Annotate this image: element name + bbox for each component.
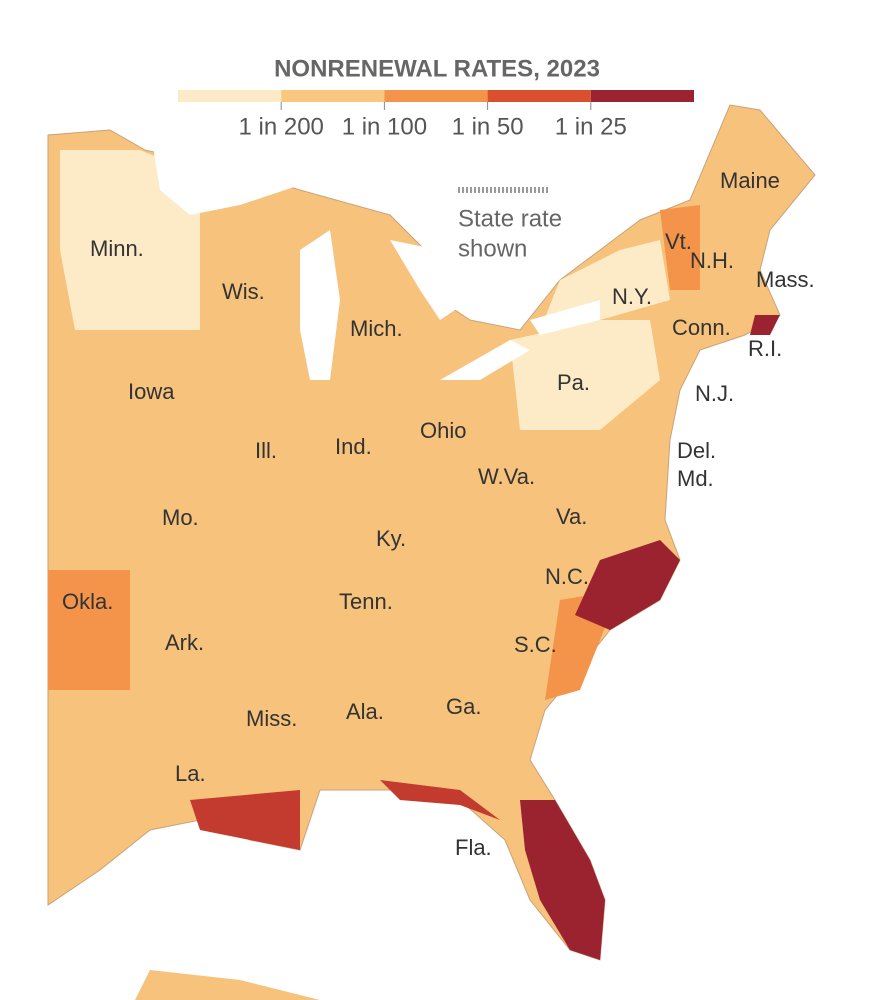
state-label: N.C. — [545, 564, 589, 589]
state-label: Miss. — [246, 706, 297, 731]
state-label: Wis. — [222, 279, 265, 304]
annotation: shown — [458, 235, 527, 262]
lake — [390, 240, 470, 320]
legend-swatch — [281, 90, 385, 102]
state-label: N.J. — [695, 381, 734, 406]
state-label: Md. — [677, 466, 714, 491]
state-label: Ala. — [346, 699, 384, 724]
state-label: Ind. — [335, 434, 372, 459]
state-label: N.H. — [690, 248, 734, 273]
state-label: N.Y. — [612, 284, 652, 309]
legend-label: 1 in 25 — [555, 113, 627, 140]
land — [135, 970, 320, 1000]
legend-swatch — [178, 90, 282, 102]
dark-region — [520, 800, 605, 960]
dark-region — [380, 780, 500, 820]
state-label: Tenn. — [339, 589, 393, 614]
annotation: State rate — [458, 205, 562, 232]
lake — [300, 230, 340, 380]
state-label: Iowa — [128, 379, 175, 404]
mid-region — [660, 205, 700, 290]
state-label: Va. — [556, 504, 587, 529]
state-label: W.Va. — [478, 464, 535, 489]
state-label: Del. — [677, 438, 716, 463]
state-label: Ohio — [420, 418, 466, 443]
state-label: Conn. — [672, 315, 731, 340]
legend-title: NONRENEWAL RATES, 2023 — [274, 55, 600, 82]
state-label: Mass. — [756, 267, 815, 292]
light-region — [540, 240, 670, 330]
state-label: Pa. — [557, 370, 590, 395]
state-label: Ill. — [255, 438, 277, 463]
state-label: Vt. — [665, 229, 692, 254]
light-region — [60, 150, 200, 330]
lake — [440, 340, 530, 380]
state-label: Mo. — [162, 505, 199, 530]
light-region — [510, 320, 660, 430]
land — [47, 104, 816, 961]
legend-label: 1 in 50 — [452, 113, 524, 140]
state-label: Maine — [720, 168, 780, 193]
legend-swatch — [590, 90, 694, 102]
state-label: Ga. — [446, 694, 481, 719]
legend-label: 1 in 100 — [342, 113, 427, 140]
legend-swatch — [487, 90, 591, 102]
state-label: Mich. — [350, 316, 403, 341]
state-label: R.I. — [748, 336, 782, 361]
lake — [150, 128, 300, 215]
legend-label: 1 in 200 — [238, 113, 323, 140]
lake — [530, 300, 600, 335]
state-label: Fla. — [455, 835, 492, 860]
mid-region — [48, 570, 130, 690]
dark-region — [750, 315, 780, 335]
state-label: Okla. — [62, 589, 113, 614]
dark-region — [190, 790, 300, 850]
state-label: La. — [175, 761, 206, 786]
state-label: S.C. — [514, 632, 557, 657]
dark-region — [575, 540, 680, 630]
state-label: Ark. — [165, 630, 204, 655]
state-label: Ky. — [376, 526, 406, 551]
legend-swatch — [384, 90, 488, 102]
state-label: Minn. — [90, 236, 144, 261]
